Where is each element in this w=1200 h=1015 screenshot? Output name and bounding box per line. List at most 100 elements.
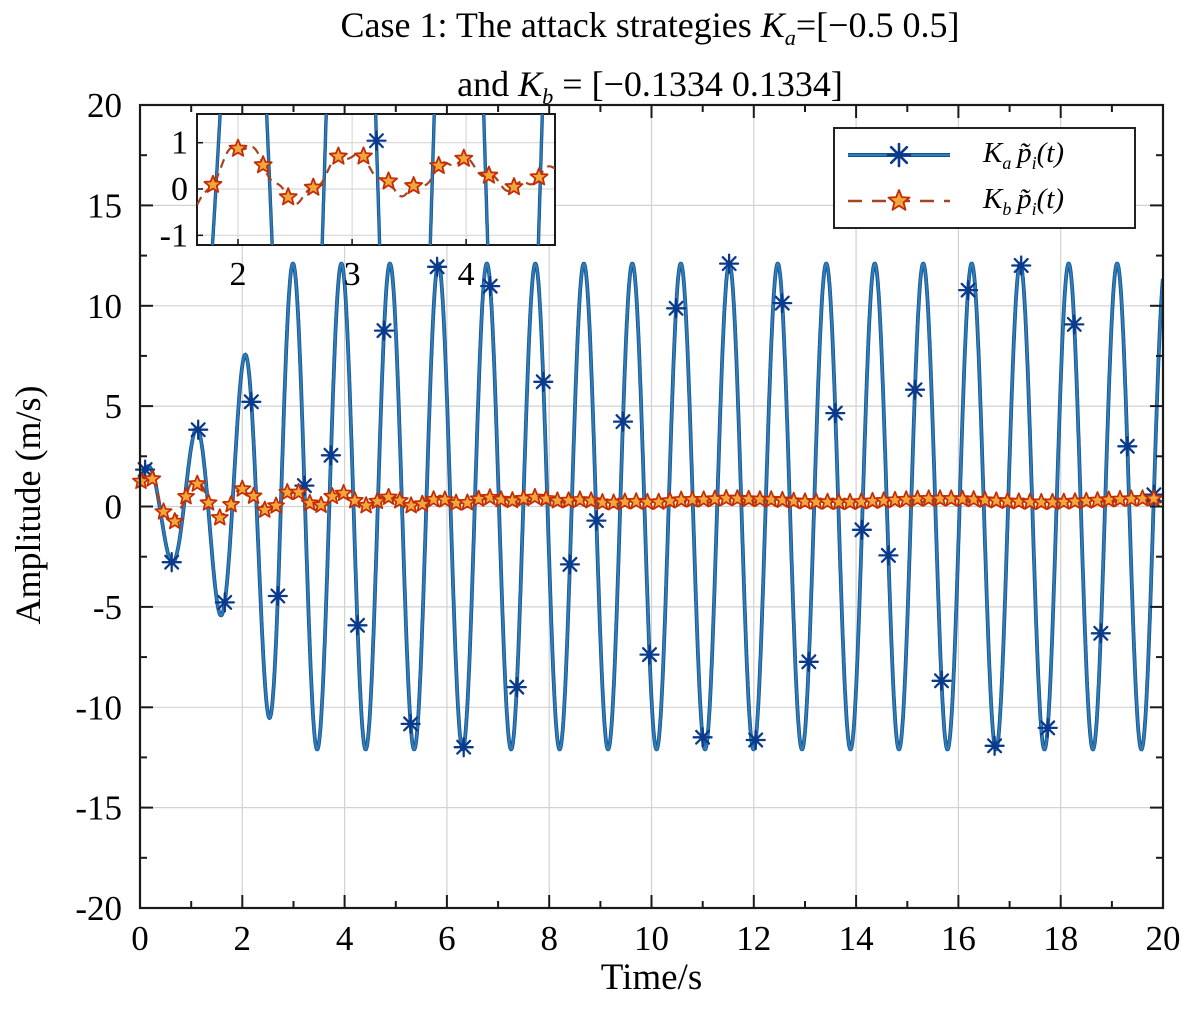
y-tick-label: 10 bbox=[87, 287, 122, 326]
star-marker bbox=[1144, 489, 1163, 507]
star-marker bbox=[480, 488, 499, 506]
asterisk-marker bbox=[1011, 255, 1032, 276]
inset-star-marker bbox=[454, 148, 474, 167]
x-axis-label: Time/s bbox=[600, 957, 703, 998]
title-text: =[−0.5 0.5] bbox=[795, 5, 960, 45]
inset-y-tick-label: 1 bbox=[171, 125, 188, 162]
star-marker bbox=[222, 495, 240, 513]
y-tick-label: 20 bbox=[87, 86, 122, 125]
legend-item-ka: Ka p̃i(t) bbox=[845, 133, 1124, 177]
star-marker bbox=[233, 479, 252, 497]
asterisk-marker bbox=[1090, 623, 1111, 644]
star-marker bbox=[525, 487, 544, 506]
inset-star-marker bbox=[253, 155, 273, 174]
legend-args: (t) bbox=[1036, 182, 1065, 215]
y-tick-label: -5 bbox=[93, 588, 122, 627]
asterisk-marker bbox=[320, 445, 342, 466]
inset-star-marker bbox=[529, 167, 549, 186]
title-text: Case 1: The attack strategies bbox=[340, 5, 761, 45]
legend-label-ka: Ka p̃i(t) bbox=[983, 137, 1064, 174]
star-marker bbox=[177, 487, 195, 505]
star-marker bbox=[289, 482, 308, 501]
star-marker bbox=[413, 494, 432, 512]
y-tick-label: -15 bbox=[75, 789, 122, 828]
asterisk-marker bbox=[506, 676, 527, 698]
asterisk-marker bbox=[1064, 314, 1085, 335]
chart-title: Case 1: The attack strategies Ka=[−0.5 0… bbox=[100, 2, 1200, 120]
y-tick-label: 0 bbox=[105, 488, 123, 527]
inset-y-tick-label: -1 bbox=[160, 217, 188, 254]
title-text: = [−0.1334 0.1334] bbox=[553, 64, 843, 105]
star-marker bbox=[255, 500, 274, 518]
asterisk-marker bbox=[851, 519, 873, 540]
x-tick-label: 14 bbox=[839, 919, 874, 958]
star-marker bbox=[165, 512, 184, 530]
asterisk-marker bbox=[931, 670, 952, 691]
legend-star-marker bbox=[887, 189, 911, 211]
asterisk-marker bbox=[1037, 717, 1058, 739]
x-tick-label: 16 bbox=[941, 919, 976, 958]
legend: Ka p̃i(t) Kb p̃i(t) bbox=[833, 127, 1136, 229]
legend-label-kb: Kb p̃i(t) bbox=[983, 183, 1064, 220]
inset-star-marker bbox=[203, 174, 223, 193]
title-symbol: K bbox=[518, 64, 543, 105]
asterisk-marker bbox=[134, 459, 156, 480]
x-tick-label: 18 bbox=[1043, 919, 1078, 958]
inset-x-tick-label: 4 bbox=[458, 256, 475, 293]
x-tick-label: 12 bbox=[736, 919, 771, 958]
star-marker bbox=[435, 490, 454, 508]
star-marker bbox=[357, 496, 376, 514]
asterisk-marker bbox=[241, 391, 262, 412]
asterisk-marker bbox=[347, 615, 368, 636]
inset-star-marker bbox=[328, 146, 348, 165]
star-marker bbox=[154, 502, 173, 520]
legend-sym: K bbox=[983, 136, 1003, 169]
asterisk-marker bbox=[400, 713, 421, 735]
asterisk-marker bbox=[188, 419, 209, 440]
asterisk-marker bbox=[665, 298, 687, 319]
legend-sym-sub: a bbox=[1002, 152, 1012, 173]
star-marker bbox=[143, 469, 162, 487]
asterisk-marker bbox=[798, 651, 819, 672]
star-marker bbox=[458, 493, 477, 511]
series-ka-line bbox=[140, 262, 1163, 751]
star-marker bbox=[199, 493, 218, 511]
x-tick-label: 20 bbox=[1146, 919, 1181, 958]
asterisk-marker bbox=[1117, 436, 1138, 457]
legend-func-sub: i bbox=[1031, 152, 1037, 173]
x-tick-label: 4 bbox=[336, 919, 354, 958]
y-tick-label: -10 bbox=[75, 688, 122, 727]
asterisk-marker bbox=[772, 292, 793, 314]
inset-star-marker bbox=[429, 155, 449, 175]
star-marker bbox=[210, 508, 229, 526]
inset-kb-line bbox=[197, 145, 555, 206]
legend-item-kb: Kb p̃i(t) bbox=[845, 179, 1124, 223]
asterisk-marker bbox=[745, 729, 766, 751]
legend-args: (t) bbox=[1036, 136, 1065, 169]
inset-star-marker bbox=[278, 187, 298, 206]
y-axis-label: Amplitude (m/s) bbox=[8, 385, 48, 625]
inset-series bbox=[197, 114, 555, 245]
legend-sym-sub: b bbox=[1002, 198, 1012, 219]
series-kb-markers bbox=[132, 469, 1163, 530]
star-marker bbox=[300, 493, 319, 511]
asterisk-marker bbox=[559, 554, 581, 575]
inset-star-marker bbox=[228, 138, 248, 157]
star-marker bbox=[334, 483, 353, 502]
title-text: and bbox=[457, 64, 519, 105]
inset-star-marker bbox=[379, 171, 399, 190]
y-tick-label: -20 bbox=[75, 889, 122, 928]
asterisk-marker bbox=[453, 737, 474, 758]
x-tick-label: 10 bbox=[634, 919, 669, 958]
star-marker bbox=[492, 490, 511, 508]
legend-sym: K bbox=[983, 182, 1003, 215]
inset-x-tick-label: 2 bbox=[230, 256, 247, 293]
legend-sample-ka-line-asterisk bbox=[848, 142, 950, 168]
x-tick-label: 6 bbox=[438, 919, 456, 958]
asterisk-marker bbox=[533, 371, 554, 392]
chart-title-line2: and Kb = [−0.1334 0.1334] bbox=[100, 61, 1200, 120]
inset-y-tick-label: 0 bbox=[171, 171, 188, 208]
asterisk-marker bbox=[214, 592, 235, 613]
x-tick-label: 8 bbox=[540, 919, 558, 958]
